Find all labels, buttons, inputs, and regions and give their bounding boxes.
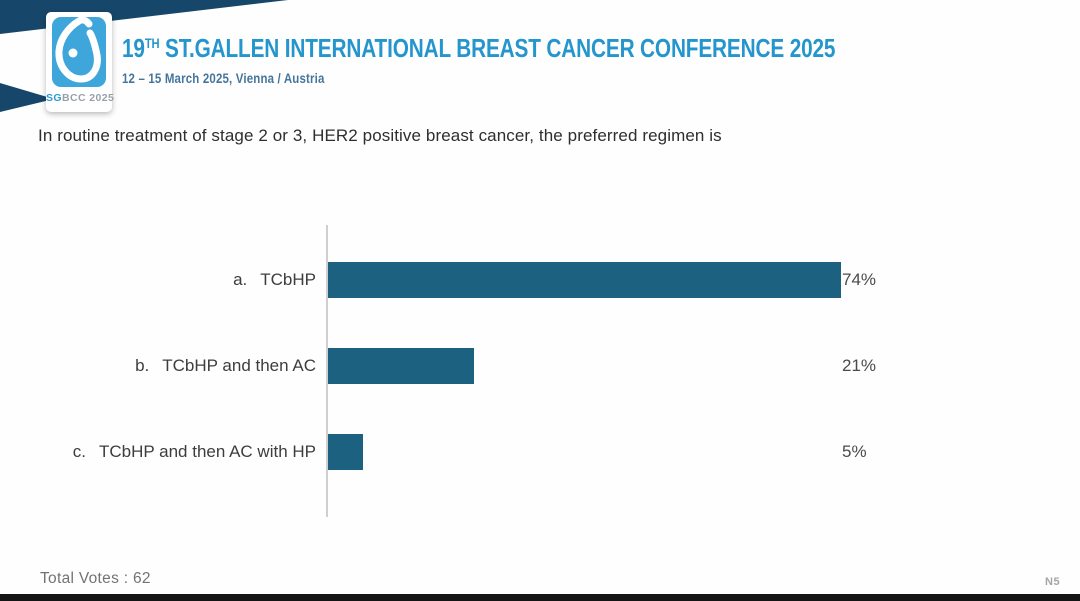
logo-rest: BCC 2025 (61, 92, 115, 104)
title-text: ST.GALLEN INTERNATIONAL BREAST CANCER CO… (165, 33, 836, 63)
bar (328, 348, 474, 384)
option-letter: b. (135, 356, 150, 375)
sgbcc-logo: SGBCC 2025 (46, 12, 115, 112)
title-number: 19 (122, 33, 145, 63)
option-text: TCbHP and then AC with HP (98, 442, 316, 461)
option-text: TCbHP (260, 270, 316, 289)
category-label: a. TCbHP (0, 262, 316, 298)
chart-row: a. TCbHP 74% (0, 262, 1080, 298)
header-title-block: 19TH ST.GALLEN INTERNATIONAL BREAST CANCE… (122, 33, 1014, 86)
y-axis-line (326, 225, 328, 517)
conference-subtitle: 12 – 15 March 2025, Vienna / Austria (122, 71, 325, 86)
value-label: 74% (842, 270, 877, 289)
bar (328, 434, 363, 470)
logo-wordmark: SGBCC 2025 (46, 92, 115, 104)
chart-row: b. TCbHP and then AC 21% (0, 348, 1080, 384)
category-label: b. TCbHP and then AC (0, 348, 316, 384)
bottom-bar (0, 594, 1080, 601)
option-letter: a. (233, 270, 248, 289)
title-ordinal: TH (144, 35, 160, 51)
bar (328, 262, 841, 298)
total-votes: Total Votes : 62 (40, 570, 151, 587)
slide-ref: N5 (1045, 576, 1061, 588)
category-label: c. TCbHP and then AC with HP (0, 434, 316, 470)
chart-row: c. TCbHP and then AC with HP 5% (0, 434, 1080, 470)
option-letter: c. (72, 442, 86, 461)
option-text: TCbHP and then AC (162, 356, 316, 375)
breast-droplet-icon (55, 16, 101, 83)
value-label: 5% (842, 442, 867, 461)
conference-title: 19TH ST.GALLEN INTERNATIONAL BREAST CANCE… (122, 33, 835, 67)
logo-sg: SG (46, 92, 62, 104)
value-label: 21% (842, 356, 877, 375)
poll-question: In routine treatment of stage 2 or 3, HE… (38, 126, 722, 145)
logo-square (52, 16, 106, 87)
